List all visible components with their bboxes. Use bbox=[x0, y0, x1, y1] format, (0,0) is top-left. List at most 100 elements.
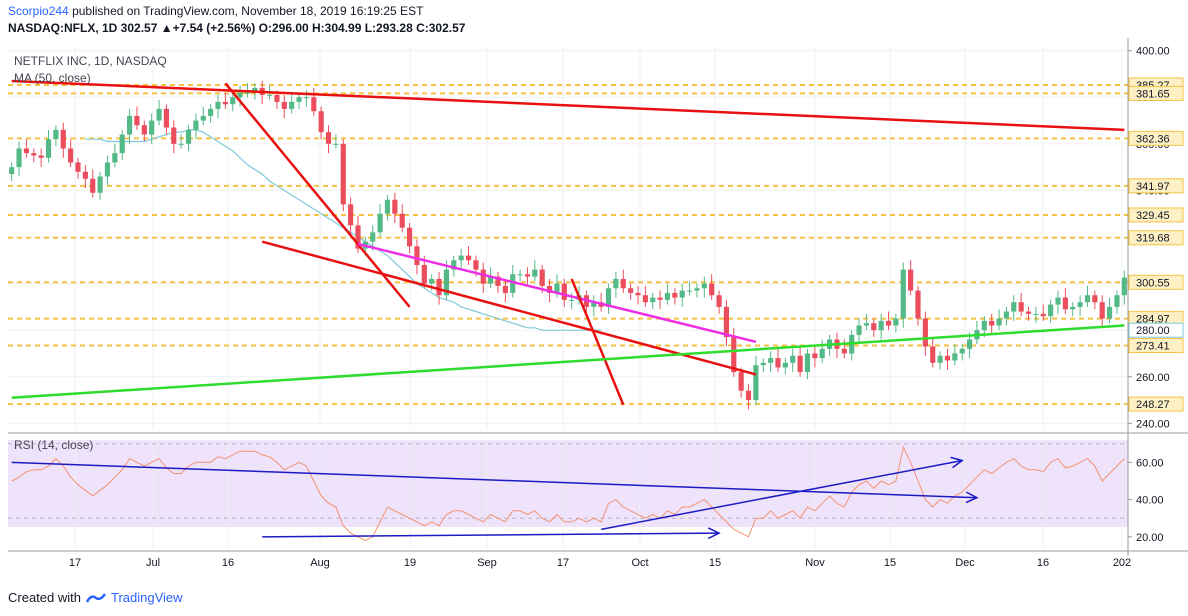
candle-body bbox=[355, 225, 361, 249]
candle bbox=[849, 330, 855, 361]
candle-body bbox=[635, 292, 641, 296]
candle bbox=[893, 313, 899, 333]
candle-body bbox=[745, 390, 752, 401]
candle bbox=[664, 283, 671, 305]
candle-body bbox=[149, 120, 155, 135]
candle-body bbox=[274, 94, 280, 102]
candle bbox=[863, 313, 869, 331]
candle-body bbox=[650, 297, 656, 303]
candle bbox=[738, 367, 744, 398]
candle-body bbox=[922, 318, 928, 347]
candle bbox=[149, 113, 155, 144]
candle bbox=[458, 248, 464, 270]
candle-body bbox=[451, 260, 457, 270]
published-text: published on TradingView.com, November 1… bbox=[72, 4, 424, 18]
price-tag-text: 341.97 bbox=[1136, 181, 1170, 193]
price-tag-text: 248.27 bbox=[1136, 399, 1170, 411]
time-tick-label: Oct bbox=[631, 557, 648, 569]
candle-body bbox=[797, 355, 803, 373]
level-price-tag: 341.97 bbox=[1128, 178, 1184, 194]
candle bbox=[465, 246, 472, 265]
arrow-head bbox=[707, 527, 721, 540]
candle-body bbox=[1084, 295, 1091, 303]
candle bbox=[1003, 306, 1009, 326]
candle-body bbox=[569, 299, 575, 301]
candle bbox=[348, 197, 354, 235]
candle-body bbox=[163, 108, 169, 128]
candle bbox=[325, 125, 332, 154]
time-tick-label: 202 bbox=[1113, 557, 1131, 569]
candle-body bbox=[178, 143, 184, 145]
price-tag-text: 300.55 bbox=[1136, 277, 1170, 289]
candle bbox=[952, 344, 958, 366]
candle bbox=[171, 120, 177, 154]
candle bbox=[620, 269, 626, 293]
ma-legend: MA (50, close) bbox=[14, 71, 91, 85]
candle bbox=[1070, 302, 1076, 317]
candle-body bbox=[952, 353, 958, 361]
level-price-tag: 319.68 bbox=[1128, 230, 1184, 246]
candle-body bbox=[613, 278, 619, 289]
candle-body bbox=[753, 365, 759, 401]
price-tag-text: 329.45 bbox=[1136, 210, 1170, 222]
candle-body bbox=[348, 204, 354, 226]
candle bbox=[753, 355, 759, 405]
candle-body bbox=[694, 288, 700, 291]
price-chart[interactable]: 400.00380.00360.00340.00320.00300.00280.… bbox=[0, 38, 1188, 586]
candle-body bbox=[893, 318, 899, 326]
rsi-uptrend-arrow bbox=[601, 456, 964, 531]
arrow-shaft bbox=[262, 532, 720, 538]
candle-body bbox=[944, 355, 951, 361]
author-link[interactable]: Scorpio244 bbox=[8, 4, 69, 18]
candle-body bbox=[127, 115, 133, 135]
time-tick-label: 16 bbox=[1037, 557, 1049, 569]
candle-body bbox=[989, 320, 995, 326]
candle-body bbox=[185, 129, 192, 144]
candle-body bbox=[171, 127, 177, 144]
candle bbox=[97, 171, 103, 200]
candle-body bbox=[281, 101, 287, 109]
candle bbox=[524, 267, 531, 286]
candle-body bbox=[871, 323, 877, 331]
candle-body bbox=[1018, 302, 1024, 312]
candle-body bbox=[473, 260, 479, 270]
rsi-band bbox=[8, 440, 1128, 527]
candle-body bbox=[45, 139, 52, 158]
footer-brand[interactable]: TradingView bbox=[110, 590, 183, 605]
candle bbox=[185, 125, 192, 151]
candle-body bbox=[208, 108, 214, 116]
price-tag-text: 284.97 bbox=[1136, 314, 1170, 326]
candle-body bbox=[480, 269, 486, 284]
arrow-shaft bbox=[11, 461, 977, 499]
candle-body bbox=[267, 94, 273, 96]
candle-body bbox=[399, 213, 405, 228]
candle-body bbox=[1040, 313, 1046, 317]
candle-body bbox=[421, 264, 427, 284]
candle bbox=[119, 129, 125, 161]
candle-body bbox=[878, 320, 884, 331]
price-tag-bg bbox=[1128, 130, 1184, 146]
candle-body bbox=[1107, 306, 1113, 319]
time-tick-label: Dec bbox=[955, 557, 975, 569]
candle-body bbox=[657, 297, 663, 300]
candle bbox=[885, 311, 892, 331]
candle-body bbox=[414, 246, 420, 265]
price-tag-bg bbox=[1128, 207, 1184, 223]
price-tag-text: 319.68 bbox=[1136, 233, 1170, 245]
candle bbox=[878, 313, 884, 340]
candle bbox=[701, 276, 707, 298]
candle bbox=[163, 104, 169, 135]
candle-body bbox=[193, 120, 199, 130]
candle bbox=[384, 195, 391, 221]
candle bbox=[333, 134, 339, 149]
candle bbox=[922, 311, 928, 356]
arrow-shaft bbox=[601, 459, 963, 531]
candle bbox=[782, 358, 788, 375]
candle bbox=[1033, 306, 1039, 324]
candle bbox=[650, 292, 656, 310]
candle-body bbox=[303, 97, 309, 99]
candle bbox=[605, 283, 612, 314]
candle-body bbox=[959, 348, 965, 354]
candle bbox=[1114, 290, 1120, 314]
candle-body bbox=[1033, 313, 1039, 315]
